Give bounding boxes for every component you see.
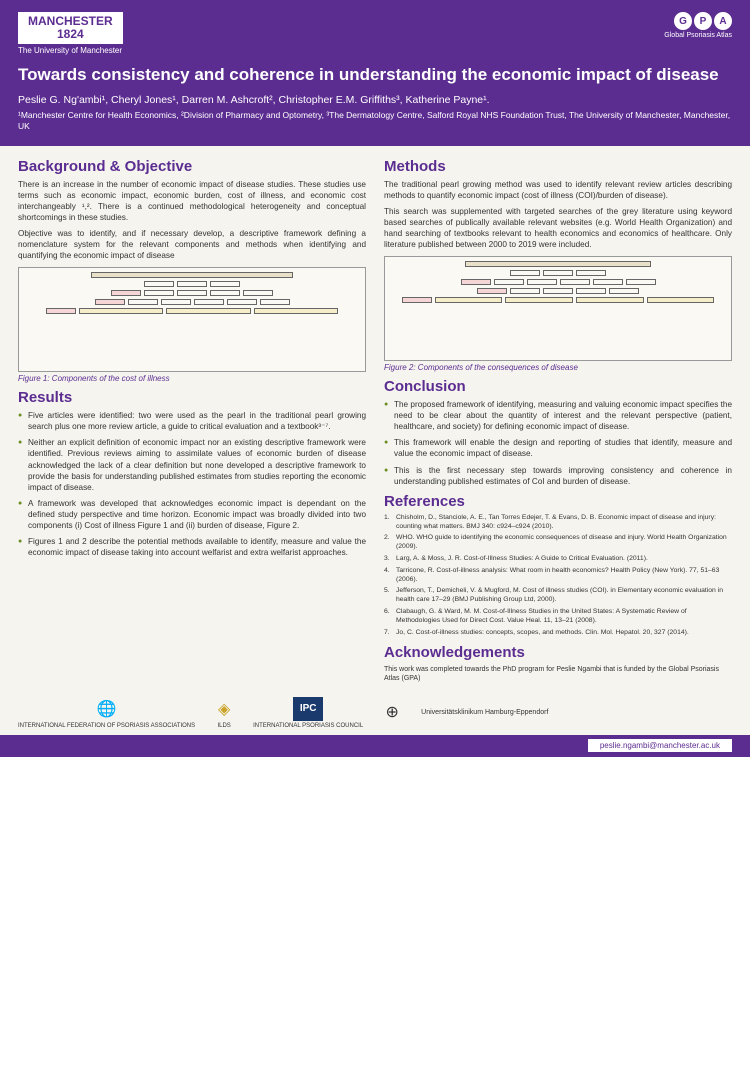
gpa-letter-p: P [694,12,712,30]
ref-item: Tarricone, R. Cost-of-illness analysis: … [384,567,732,585]
conclusion-item: The proposed framework of identifying, m… [384,399,732,432]
globe-icon: 🌐 [92,697,122,721]
right-column: Methods The traditional pearl growing me… [384,158,732,683]
result-item: Neither an explicit definition of econom… [18,437,366,492]
figure-1 [18,267,366,372]
figure-2 [384,256,732,361]
results-list: Five articles were identified: two were … [18,410,366,558]
partner-uke: Universitätsklinikum Hamburg-Eppendorf [421,709,548,716]
methods-title: Methods [384,158,732,175]
conclusion-title: Conclusion [384,378,732,395]
contact-email: peslie.ngambi@manchester.ac.uk [588,739,732,752]
ilds-icon: ◈ [209,697,239,721]
ref-item: WHO. WHO guide to identifying the econom… [384,534,732,552]
poster-title: Towards consistency and coherence in und… [18,65,732,85]
references-list: Chisholm, D., Stanciole, A. E., Tan Torr… [384,514,732,638]
result-item: Five articles were identified: two were … [18,410,366,432]
ref-item: Larg, A. & Moss, J. R. Cost-of-Illness S… [384,555,732,564]
logo-year: 1824 [28,28,113,41]
figure-2-caption: Figure 2: Components of the consequences… [384,363,732,372]
background-title: Background & Objective [18,158,366,175]
conclusion-item: This framework will enable the design an… [384,437,732,459]
partner-ifpa: 🌐 INTERNATIONAL FEDERATION OF PSORIASIS … [18,697,195,729]
affiliations: ¹Manchester Centre for Health Economics,… [18,110,732,132]
gpa-letter-a: A [714,12,732,30]
ack-title: Acknowledgements [384,644,732,661]
methods-p1: The traditional pearl growing method was… [384,179,732,201]
partner-ipc: IPC INTERNATIONAL PSORIASIS COUNCIL [253,697,363,729]
ref-item: Chisholm, D., Stanciole, A. E., Tan Torr… [384,514,732,532]
manchester-logo: MANCHESTER 1824 The University of Manche… [18,12,123,55]
methods-p2: This search was supplemented with target… [384,206,732,250]
seal-icon: ⊕ [377,700,407,724]
poster-header: MANCHESTER 1824 The University of Manche… [0,0,750,146]
references-title: References [384,493,732,510]
figure-1-caption: Figure 1: Components of the cost of illn… [18,374,366,383]
ref-item: Clabaugh, G. & Ward, M. M. Cost-of-Illne… [384,608,732,626]
authors: Peslie G. Ng'ambi¹, Cheryl Jones¹, Darre… [18,94,732,106]
gpa-text: Global Psoriasis Atlas [664,32,732,39]
logo-subtitle: The University of Manchester [18,46,123,55]
partner-seal: ⊕ [377,700,407,726]
left-column: Background & Objective There is an incre… [18,158,366,683]
result-item: A framework was developed that acknowled… [18,498,366,531]
gpa-letter-g: G [674,12,692,30]
result-item: Figures 1 and 2 describe the potential m… [18,536,366,558]
partner-ilds: ◈ ILDS [209,697,239,729]
gpa-logo: G P A Global Psoriasis Atlas [664,12,732,39]
ref-item: Jefferson, T., Demicheli, V. & Mugford, … [384,587,732,605]
background-p2: Objective was to identify, and if necess… [18,228,366,261]
ack-text: This work was completed towards the PhD … [384,665,732,683]
ref-item: Jo, C. Cost-of-illness studies: concepts… [384,629,732,638]
conclusion-item: This is the first necessary step towards… [384,465,732,487]
background-p1: There is an increase in the number of ec… [18,179,366,223]
poster-footer: peslie.ngambi@manchester.ac.uk [0,735,750,757]
poster-body: Background & Objective There is an incre… [0,146,750,691]
ipc-icon: IPC [293,697,323,721]
conclusion-list: The proposed framework of identifying, m… [384,399,732,486]
partner-logos: 🌐 INTERNATIONAL FEDERATION OF PSORIASIS … [0,691,750,735]
results-title: Results [18,389,366,406]
header-top-row: MANCHESTER 1824 The University of Manche… [18,12,732,55]
